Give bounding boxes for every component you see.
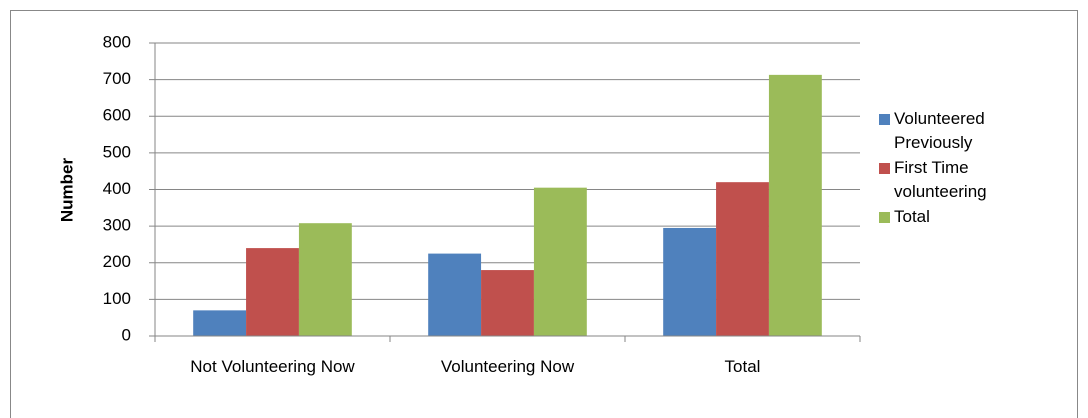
bar: [768, 74, 822, 337]
y-tick-label: 500: [103, 142, 131, 161]
y-tick-label: 600: [103, 106, 131, 125]
legend-label: Total: [894, 207, 930, 226]
bar: [533, 187, 587, 336]
y-tick-label: 0: [122, 325, 131, 344]
bar: [298, 223, 352, 336]
x-tick-label: Not Volunteering Now: [190, 357, 355, 376]
y-tick-label: 100: [103, 289, 131, 308]
bar: [428, 253, 482, 336]
legend-label: First Time volunteering: [894, 158, 987, 201]
legend-swatch: [879, 212, 890, 223]
y-tick-label: 300: [103, 216, 131, 235]
bar: [481, 270, 534, 336]
legend-label: Volunteered Previously: [894, 109, 985, 152]
bar: [193, 310, 247, 336]
x-tick-label: Volunteering Now: [440, 357, 575, 376]
y-tick-label: 400: [103, 179, 131, 198]
y-tick-label: 800: [103, 32, 131, 51]
bar: [246, 248, 299, 336]
y-axis-title: Number: [57, 158, 76, 223]
legend-swatch: [879, 114, 890, 125]
legend-swatch: [879, 163, 890, 174]
bar: [716, 182, 769, 336]
y-tick-label: 700: [103, 69, 131, 88]
bar: [663, 227, 717, 336]
y-tick-label: 200: [103, 252, 131, 271]
x-tick-label: Total: [724, 357, 761, 376]
